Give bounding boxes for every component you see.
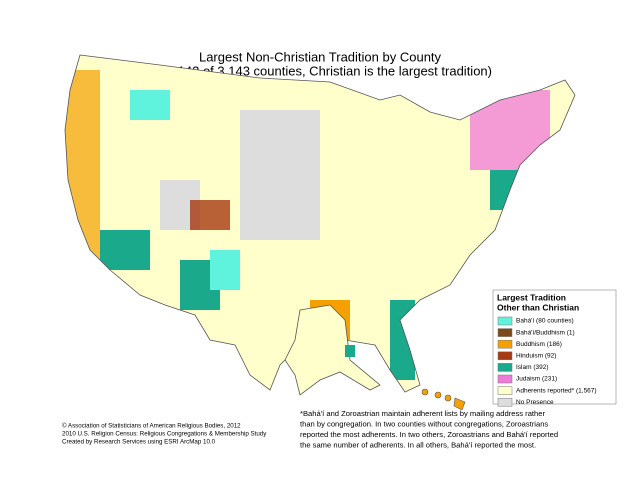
credit-line: Created by Research Services using ESRI … — [62, 439, 216, 446]
legend-label: Judaism (231) — [516, 376, 557, 383]
legend-swatch — [497, 363, 513, 372]
us-outline — [64, 54, 576, 393]
legend-swatch — [497, 328, 513, 337]
legend-swatch — [497, 351, 513, 361]
legend-label: Bahá'í (80 counties) — [516, 318, 574, 325]
credit-line: 2010 U.S. Religion Census: Religious Con… — [62, 431, 267, 438]
title: Largest Non-Christian Tradition by Count… — [199, 49, 442, 64]
legend-box — [492, 289, 617, 405]
credit-line: © Association of Statisticians of Americ… — [62, 423, 241, 430]
alaska — [284, 304, 381, 396]
footnote-line: *Bahá'í and Zoroastrian maintain adheren… — [300, 409, 545, 418]
legend-swatch — [497, 339, 513, 349]
footnote: *Bahá'í and Zoroastrian maintain adheren… — [300, 409, 558, 450]
alaska-patch — [345, 345, 355, 357]
legend-title: Other than Christian — [497, 302, 579, 312]
hawaii — [421, 388, 466, 411]
footnote-line: the same number of adherents. In all oth… — [300, 441, 536, 450]
footnote-line: than by congregation. In two counties wi… — [300, 420, 548, 429]
legend-swatch — [497, 316, 513, 326]
legend-label: No Presence — [516, 399, 554, 406]
legend-swatch — [497, 386, 513, 395]
footnote-line: reported the most adherents. In two othe… — [300, 430, 558, 439]
legend-label: Hinduism (92) — [516, 353, 556, 360]
legend-swatch — [497, 397, 513, 407]
legend-title: Largest Tradition — [497, 292, 566, 302]
legend-label: Buddhism (186) — [516, 341, 562, 348]
legend-label: Adherents reported* (1,567) — [516, 387, 597, 394]
legend-swatch — [497, 374, 513, 384]
credits: © Association of Statisticians of Americ… — [62, 423, 267, 446]
legend-label: Bahá'í/Buddhism (1) — [516, 329, 575, 336]
legend-label: Islam (392) — [516, 364, 549, 371]
